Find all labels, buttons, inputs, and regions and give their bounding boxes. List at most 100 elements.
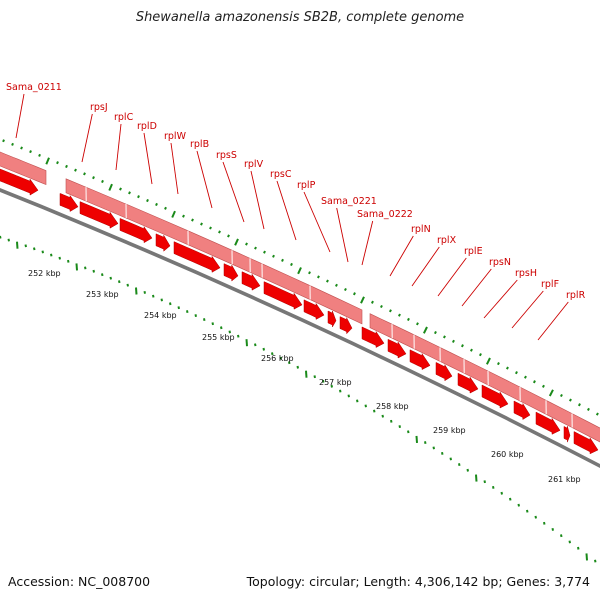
outer-tick bbox=[416, 322, 419, 326]
cds-arrow-18 bbox=[513, 400, 531, 420]
outer-tick bbox=[542, 384, 545, 388]
gene-label-rpsN: rpsN bbox=[489, 257, 511, 268]
gene-label-rplN: rplN bbox=[411, 224, 431, 235]
outer-tick bbox=[119, 187, 122, 191]
gene-label-rplR: rplR bbox=[566, 290, 586, 301]
inner-tick bbox=[356, 399, 359, 403]
inner-tick bbox=[568, 540, 571, 544]
inner-tick bbox=[560, 534, 563, 538]
kbp-label: 254 kbp bbox=[144, 311, 177, 320]
inner-tick bbox=[24, 244, 27, 248]
cds-arrow-8 bbox=[263, 281, 303, 310]
inner-tick bbox=[483, 480, 486, 484]
outer-tick bbox=[218, 230, 221, 234]
inner-tick bbox=[279, 356, 282, 360]
outer-tick bbox=[101, 179, 104, 183]
inner-tick bbox=[330, 384, 333, 388]
gene-label-rpsC: rpsC bbox=[270, 169, 292, 180]
outer-tick bbox=[406, 317, 410, 322]
outer-tick bbox=[38, 153, 41, 157]
kbp-label: 256 kbp bbox=[261, 354, 294, 363]
outer-tick bbox=[45, 157, 50, 165]
outer-tick bbox=[155, 202, 158, 206]
inner-tick bbox=[228, 330, 231, 334]
gene-band-segment-0 bbox=[0, 151, 47, 186]
cds-arrow-5 bbox=[173, 241, 221, 273]
cds-arrow-6 bbox=[223, 263, 239, 282]
cds-arrow-17 bbox=[481, 384, 509, 409]
inner-tick bbox=[50, 253, 53, 257]
outer-tick bbox=[478, 353, 482, 357]
cds-arrow-20 bbox=[563, 425, 571, 443]
inner-tick bbox=[551, 528, 554, 531]
outer-tick bbox=[272, 254, 275, 258]
gene-label-rplP: rplP bbox=[297, 180, 316, 191]
kbp-label: 252 kbp bbox=[28, 269, 61, 278]
gene-label-Sama_0222: Sama_0222 bbox=[357, 209, 413, 220]
gene-band-segment-2 bbox=[369, 313, 600, 443]
genome-backbone bbox=[0, 188, 600, 469]
inner-tick bbox=[492, 486, 495, 489]
inner-tick bbox=[118, 280, 121, 284]
inner-tick bbox=[449, 457, 452, 461]
outer-tick bbox=[423, 326, 428, 334]
inner-tick bbox=[254, 343, 257, 347]
genome-summary-text: Topology: circular; Length: 4,306,142 bp… bbox=[246, 574, 590, 589]
kbp-label: 257 kbp bbox=[319, 378, 352, 387]
inner-tick bbox=[534, 515, 537, 519]
leader-line-rplV bbox=[250, 170, 265, 230]
kbp-label: 260 kbp bbox=[491, 450, 524, 459]
leader-line-rpsN bbox=[461, 268, 492, 307]
inner-tick bbox=[577, 546, 580, 550]
outer-tick bbox=[2, 139, 5, 143]
leader-line-Sama_0211 bbox=[15, 93, 25, 139]
outer-tick bbox=[326, 279, 329, 283]
outer-tick bbox=[443, 335, 446, 339]
inner-tick bbox=[186, 310, 189, 313]
outer-tick bbox=[451, 339, 455, 343]
label-leader-lines bbox=[15, 93, 569, 341]
inner-tick bbox=[398, 425, 401, 428]
outer-tick bbox=[560, 393, 563, 398]
inner-tick bbox=[0, 235, 2, 239]
outer-tick bbox=[335, 283, 338, 287]
inner-tick bbox=[220, 326, 223, 330]
inner-tick bbox=[16, 241, 19, 249]
inner-tick bbox=[177, 306, 180, 310]
outer-tick bbox=[29, 150, 32, 154]
leader-line-Sama_0222 bbox=[361, 220, 374, 266]
cds-arrow-7 bbox=[241, 271, 261, 291]
leader-line-rplC bbox=[115, 123, 122, 171]
outer-tick bbox=[352, 292, 356, 296]
cds-arrow-21 bbox=[573, 431, 599, 455]
outer-tick bbox=[245, 242, 248, 246]
inner-tick bbox=[424, 441, 427, 444]
inner-tick bbox=[41, 250, 44, 254]
inner-tick bbox=[101, 273, 104, 277]
cds-arrow-10 bbox=[327, 310, 337, 328]
leader-line-rpsJ bbox=[81, 113, 93, 163]
outer-tick bbox=[514, 371, 518, 375]
leader-line-rpsH bbox=[483, 279, 518, 319]
inner-tick bbox=[135, 287, 138, 295]
gene-label-rplE: rplE bbox=[464, 246, 483, 257]
outer-tick bbox=[108, 183, 113, 191]
cds-arrow-11 bbox=[339, 316, 353, 335]
inner-tick bbox=[67, 259, 70, 263]
inner-tick bbox=[211, 322, 214, 326]
outer-tick bbox=[56, 161, 59, 165]
inner-tick-track bbox=[0, 235, 597, 563]
cds-arrow-1 bbox=[59, 193, 79, 212]
kbp-label: 253 kbp bbox=[86, 290, 119, 299]
inner-tick bbox=[75, 263, 78, 271]
outer-tick bbox=[595, 412, 599, 416]
inner-tick bbox=[84, 266, 87, 270]
inner-tick bbox=[390, 419, 393, 423]
inner-tick bbox=[432, 446, 435, 450]
inner-tick bbox=[237, 334, 240, 338]
gene-band-segment-1 bbox=[65, 178, 363, 325]
inner-tick bbox=[194, 314, 197, 317]
gene-label-rpsJ: rpsJ bbox=[90, 102, 108, 113]
inner-tick bbox=[543, 521, 546, 525]
